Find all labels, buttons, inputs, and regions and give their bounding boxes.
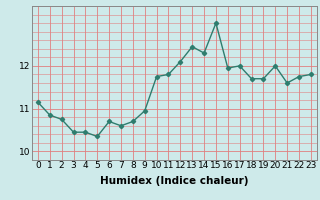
X-axis label: Humidex (Indice chaleur): Humidex (Indice chaleur) (100, 176, 249, 186)
